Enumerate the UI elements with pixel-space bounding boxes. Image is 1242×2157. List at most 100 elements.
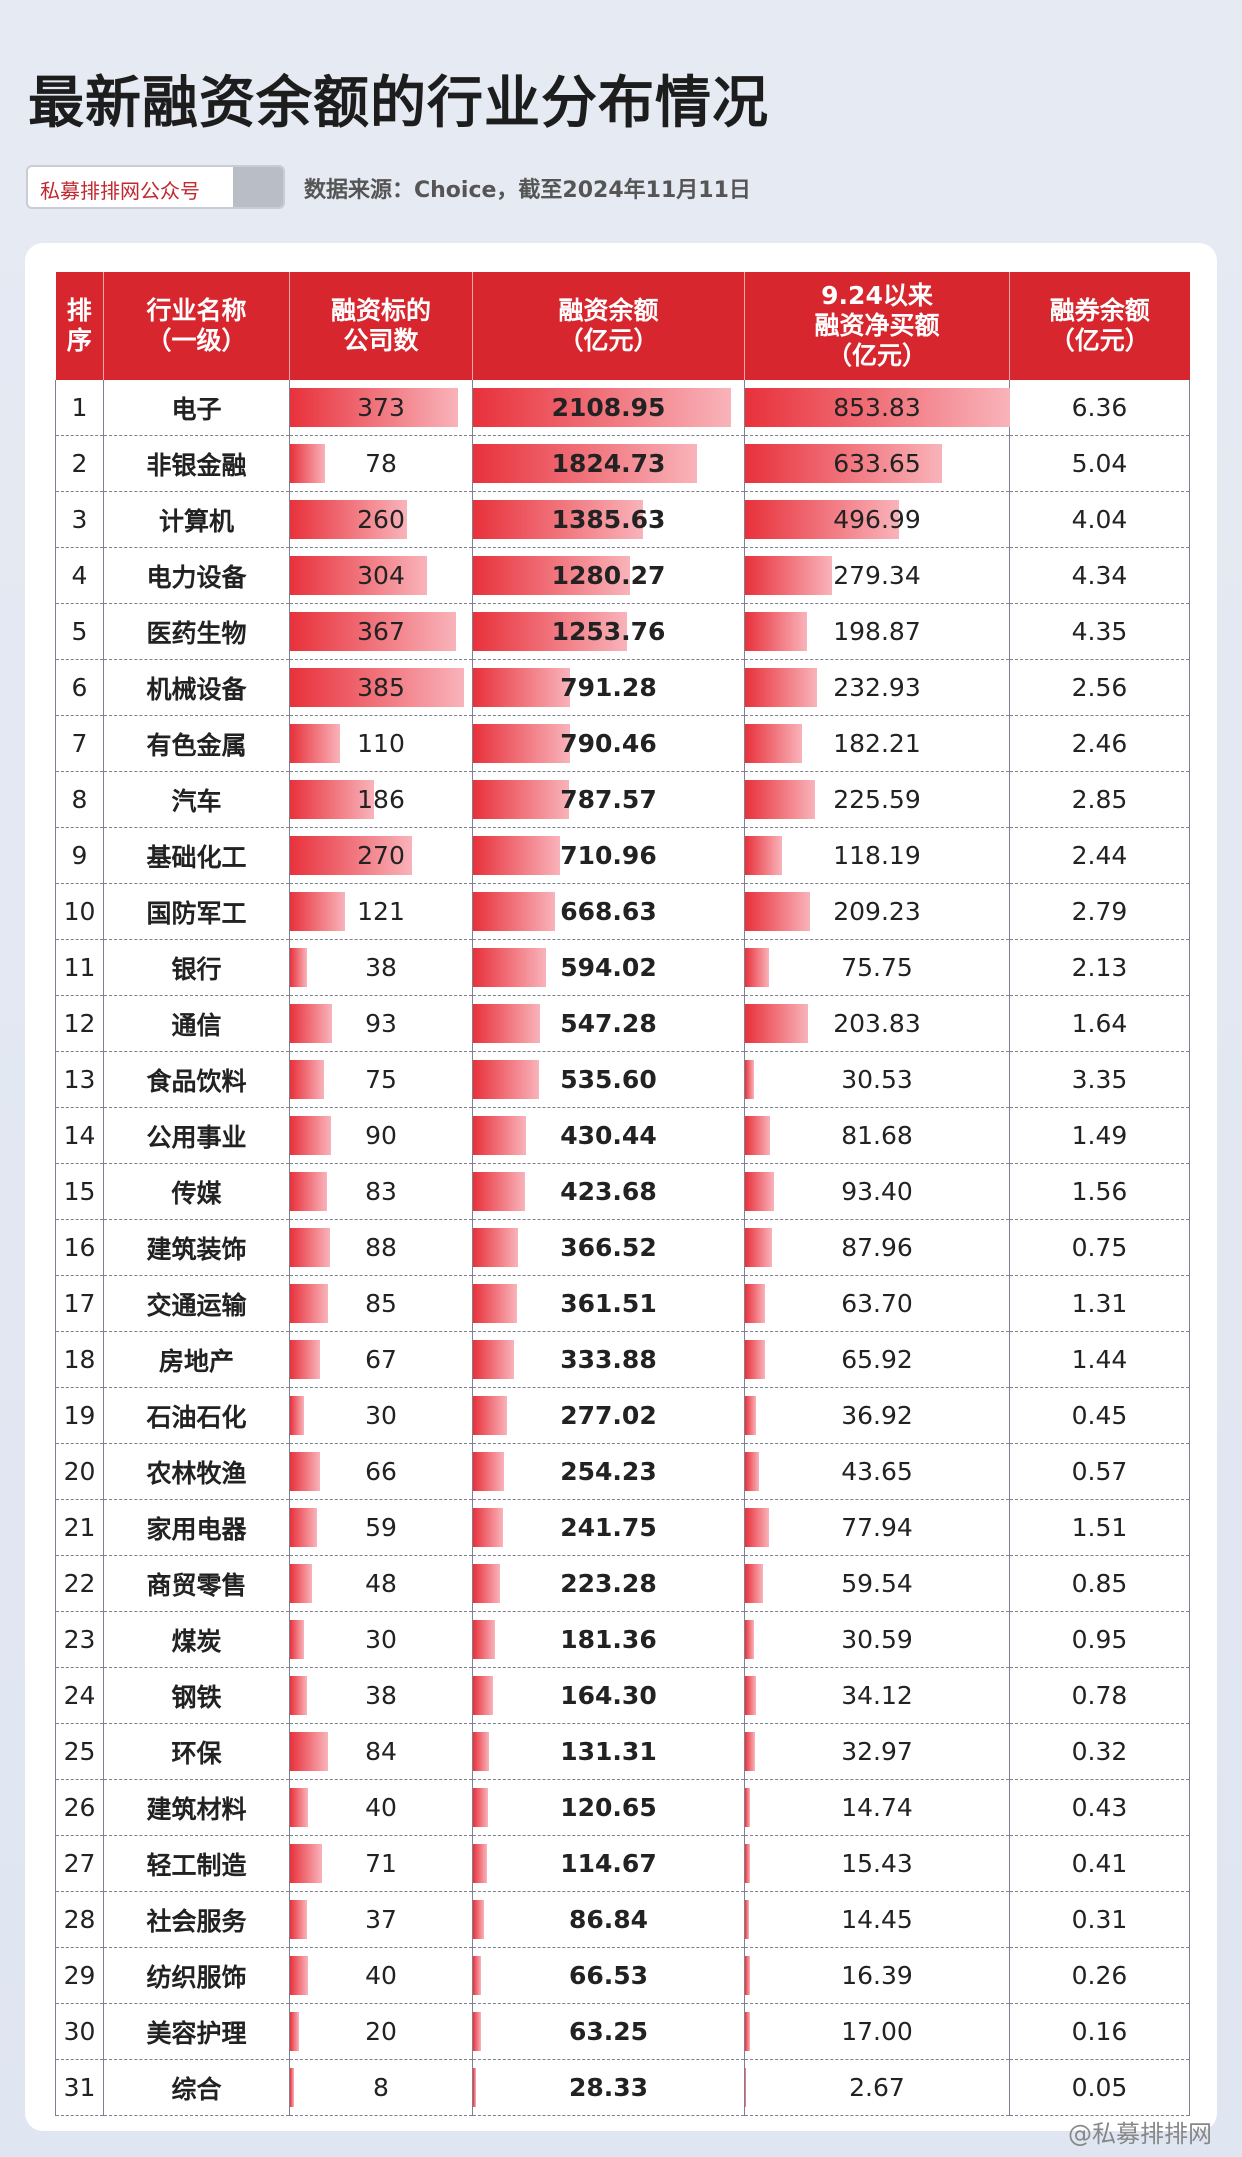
cell-text: 1385.63 [551,505,666,534]
cell-text: 43.65 [841,1457,913,1486]
cell-text: 纺织服饰 [146,1962,247,1992]
data-bar [290,892,345,931]
cell-text: 63.25 [568,2017,649,2046]
cell-text: 23 [63,1625,96,1654]
cell-text: 16 [63,1233,96,1262]
cell-text: 16.39 [841,1961,913,1990]
cell-text: 4.35 [1071,617,1128,646]
cell: 1.56 [1009,1163,1190,1220]
cell-text: 传媒 [171,1178,222,1208]
cell-text: 综合 [171,2074,222,2104]
cell: 2.79 [1009,883,1190,940]
cell-text: 36.92 [841,1401,913,1430]
cell-text: 225.59 [833,785,921,814]
cell-text: 0.05 [1071,2073,1128,2102]
cell: 241.75 [472,1499,745,1556]
cell: 3.35 [1009,1051,1190,1108]
data-bar [290,1116,331,1155]
cell: 66.53 [472,1947,745,2004]
cell-text: 67 [365,1345,397,1374]
search-icon[interactable] [233,167,283,207]
data-bar [473,1676,494,1715]
cell: 2 [55,435,104,492]
cell-text: 17 [63,1289,96,1318]
industry-name: 建筑材料 [103,1779,290,1836]
cell: 594.02 [472,939,745,996]
cell-text: 241.75 [560,1513,657,1542]
data-bar [473,668,570,707]
cell-text: 0.43 [1071,1793,1128,1822]
industry-name: 综合 [103,2059,290,2116]
table-row: 13 食品饮料 75 535.60 30.53 3.35 [55,1051,1190,1108]
cell-text: 30 [63,2017,96,2046]
cell-text: 6.36 [1071,393,1128,422]
cell-text: 房地产 [158,1346,234,1376]
cell: 84 [289,1723,473,1780]
data-bar [745,1172,774,1211]
cell-text: 4.34 [1071,561,1128,590]
cell: 63.70 [744,1275,1010,1332]
industry-name: 建筑装饰 [103,1219,290,1276]
cell-text: 10 [63,897,96,926]
cell-text: 4 [71,561,88,590]
cell: 0.45 [1009,1387,1190,1444]
cell: 32.97 [744,1723,1010,1780]
cell-text: 333.88 [560,1345,657,1374]
table-row: 27 轻工制造 71 114.67 15.43 0.41 [55,1835,1190,1892]
cell-text: 19 [63,1401,96,1430]
cell: 2.13 [1009,939,1190,996]
cell-text: 198.87 [833,617,921,646]
data-bar [290,2012,300,2051]
search-box[interactable]: 私募排排网公众号 [26,165,285,209]
data-bar [290,1900,307,1939]
cell: 30.59 [744,1611,1010,1668]
cell: 28 [55,1891,104,1948]
industry-name: 基础化工 [103,827,290,884]
industry-name: 计算机 [103,491,290,548]
cell-text: 家用电器 [146,1514,247,1544]
data-bar [290,1564,312,1603]
cell-text: 4.04 [1071,505,1128,534]
data-bar [745,1340,766,1379]
table-row: 30 美容护理 20 63.25 17.00 0.16 [55,2003,1190,2060]
cell-text: 美容护理 [146,2018,247,2048]
cell-text: 0.41 [1071,1849,1128,1878]
cell-text: 6 [71,673,88,702]
cell-text: 38 [365,1681,397,1710]
cell: 430.44 [472,1107,745,1164]
data-bar [473,1956,482,1995]
cell: 15.43 [744,1835,1010,1892]
industry-name: 传媒 [103,1163,290,1220]
cell: 10 [55,883,104,940]
table-body: 1 电子 373 2108.95 853.83 6.36 2 非银金融 78 1824.73 633… [55,380,1190,2116]
cell-text: 373 [357,393,405,422]
cell: 19 [55,1387,104,1444]
data-bar [473,1620,496,1659]
cell: 16.39 [744,1947,1010,2004]
cell: 86.84 [472,1891,745,1948]
data-bar [290,1956,309,1995]
cell-text: 37 [365,1905,397,1934]
source-note: 数据来源：Choice，截至2024年11月11日 [304,178,751,203]
data-bar [473,1788,488,1827]
data-bar [290,1172,328,1211]
cell-text: 232.93 [833,673,921,702]
cell-text: 有色金属 [146,730,247,760]
industry-name: 通信 [103,995,290,1052]
cell: 18 [55,1331,104,1388]
cell: 2.67 [744,2059,1010,2116]
cell-text: 87.96 [841,1233,913,1262]
cell-text: 0.75 [1071,1233,1128,1262]
industry-name: 银行 [103,939,290,996]
cell-text: 787.57 [560,785,657,814]
cell-text: 汽车 [171,786,222,816]
cell: 25 [55,1723,104,1780]
cell: 547.28 [472,995,745,1052]
cell-text: 77.94 [841,1513,913,1542]
cell: 0.16 [1009,2003,1190,2060]
cell: 27 [55,1835,104,1892]
data-bar [473,1396,507,1435]
cell: 1280.27 [472,547,745,604]
cell-text: 农林牧渔 [146,1458,247,1488]
cell-text: 0.31 [1071,1905,1128,1934]
